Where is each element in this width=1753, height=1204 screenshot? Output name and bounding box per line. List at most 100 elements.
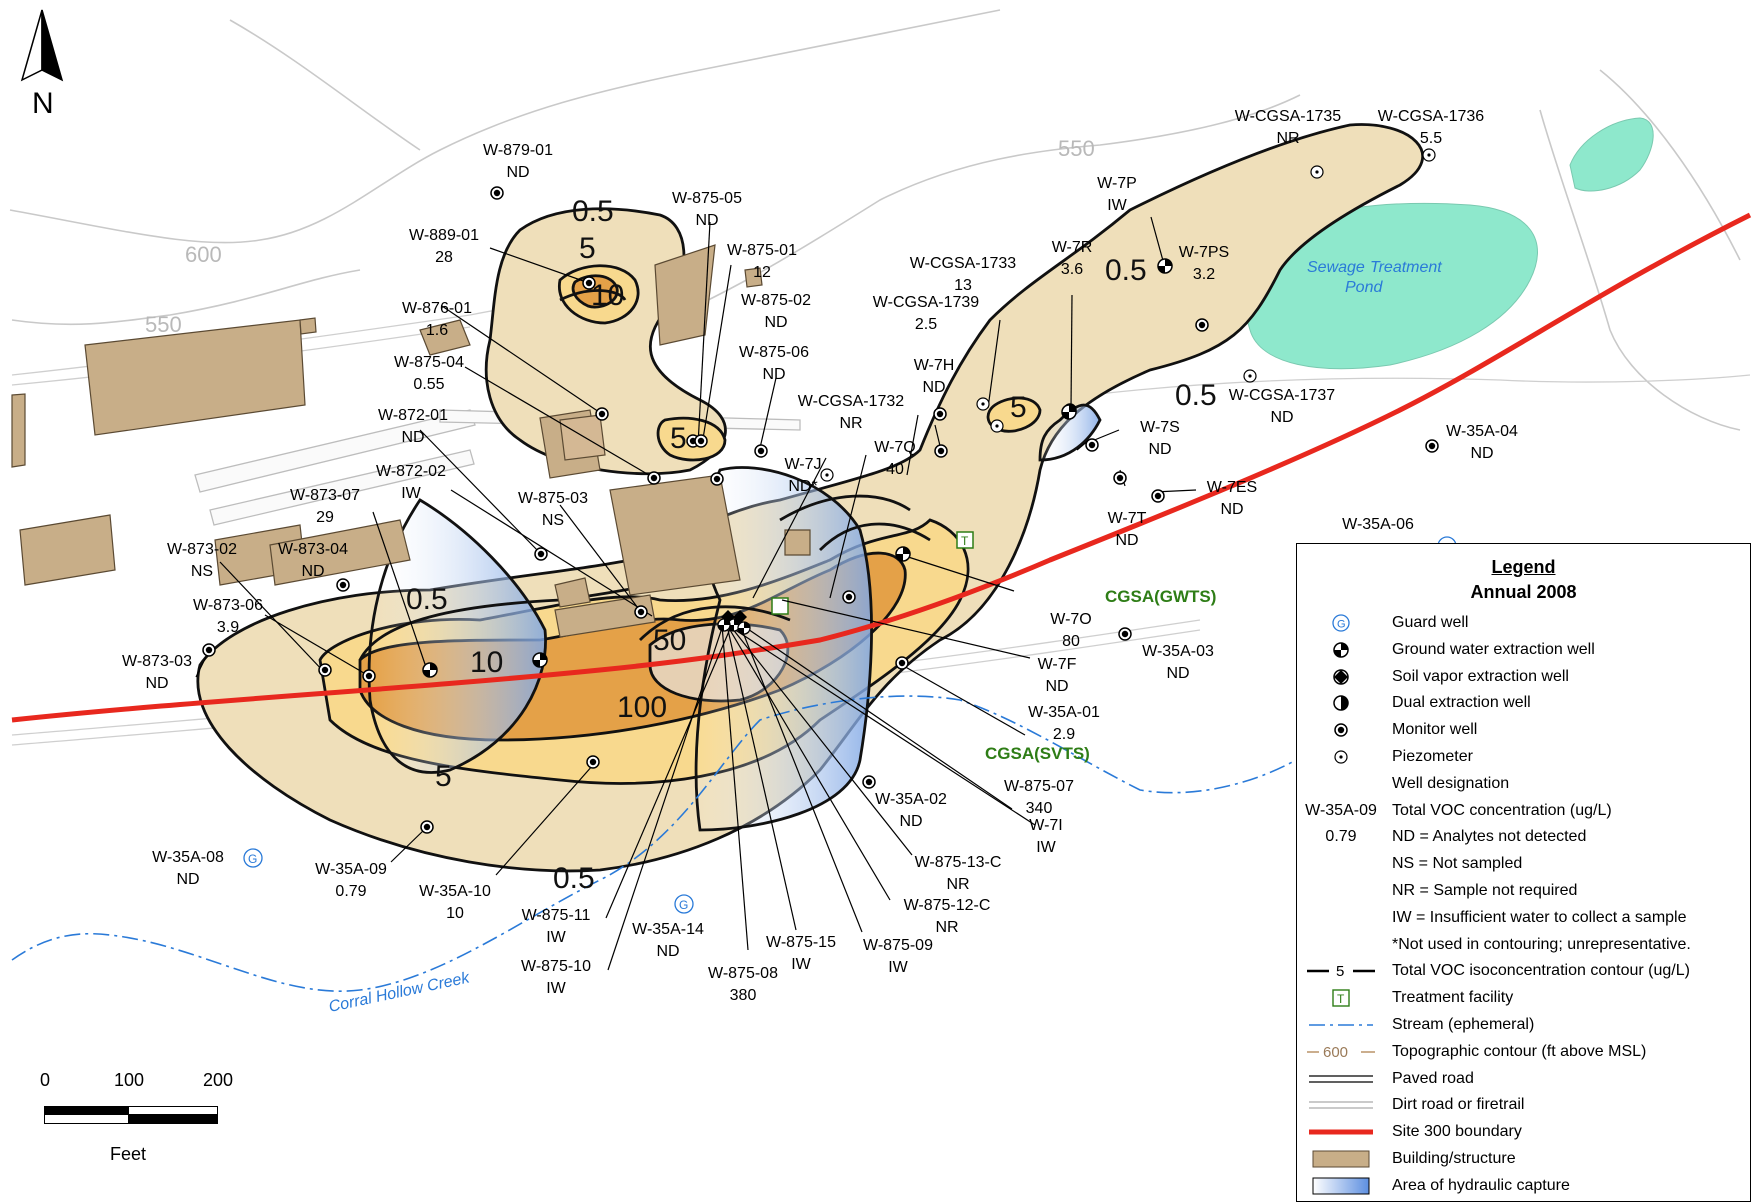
well-value: IW — [1107, 197, 1127, 214]
legend-label: Total VOC isoconcentration contour (ug/L… — [1392, 962, 1690, 980]
legend-row: 600 Topographic contour (ft above MSL) — [1297, 1039, 1750, 1065]
monitor-well-icon — [933, 407, 947, 421]
monitor-well-icon — [934, 444, 948, 458]
well-value: ND — [1148, 441, 1171, 458]
monitor-well-icon — [647, 471, 661, 485]
well-name: W-7P — [1097, 175, 1137, 192]
svg-text:G: G — [248, 852, 257, 866]
gw-extraction-well-icon — [532, 652, 548, 668]
well-value: 5.5 — [1420, 130, 1442, 147]
well-value: 340 — [1026, 800, 1053, 817]
legend-label: IW = Insufficient water to collect a sam… — [1392, 908, 1687, 926]
legend-symbol-text: T — [1337, 992, 1345, 1006]
legend-symbol — [1305, 905, 1377, 931]
legend-row: Paved road — [1297, 1066, 1750, 1092]
monitor-well-icon — [582, 276, 596, 290]
soil-vapor-well-icon — [1305, 664, 1377, 690]
well-name: W-7Q — [874, 439, 915, 456]
monitor-well-icon — [1195, 318, 1209, 332]
well-value: ND — [1220, 501, 1243, 518]
gw-extraction-well-icon — [1157, 258, 1173, 274]
piezometer-icon — [1305, 744, 1377, 770]
legend-row: Well designation — [1297, 771, 1750, 797]
legend-row: NR = Sample not required — [1297, 878, 1750, 904]
well-name: W-CGSA-1735 — [1235, 108, 1342, 125]
well-name: W-875-04 — [394, 354, 464, 371]
legend-label: Soil vapor extraction well — [1392, 667, 1569, 685]
well-value: IW — [546, 929, 566, 946]
gw-extraction-well-icon — [737, 621, 751, 635]
well-value: 10 — [446, 905, 464, 922]
contour-labels: 0.5 5 10 5 0.5 5 0.5 0.5 10 50 100 5 0.5 — [406, 195, 1217, 895]
well-name: W-7I — [1029, 817, 1062, 834]
site-300-boundary — [11, 212, 1752, 723]
well-name: W-35A-02 — [875, 791, 947, 808]
well-value: NR — [839, 415, 862, 432]
scale-bar: 0 100 200 Feet — [40, 1070, 240, 1180]
monitor-well-icon — [1151, 489, 1165, 503]
well-name: W-7PS — [1179, 244, 1229, 261]
monitor-well-icon — [895, 656, 909, 670]
contour-label: 5 — [1010, 391, 1027, 424]
monitor-well-icon — [362, 669, 376, 683]
well-value: ND — [1166, 665, 1189, 682]
gwts-label: CGSA(GWTS) — [1105, 587, 1216, 606]
scale-tick: 100 — [114, 1070, 145, 1090]
monitor-well-icon — [694, 434, 708, 448]
well-name: W-875-01 — [727, 242, 797, 259]
well-value: NS — [542, 512, 564, 529]
well-name: W-7S — [1140, 419, 1180, 436]
well-name: W-35A-06 — [1342, 516, 1414, 533]
well-value: ND — [1470, 445, 1493, 462]
well-value: ND — [1270, 409, 1293, 426]
legend-label: Treatment facility — [1392, 989, 1514, 1007]
legend-label: Site 300 boundary — [1392, 1123, 1522, 1141]
contour-label: 0.5 — [572, 195, 614, 228]
sewage-treatment-pond — [1242, 117, 1654, 370]
well-value: 0.79 — [335, 883, 366, 900]
legend-label: Stream (ephemeral) — [1392, 1016, 1535, 1033]
isoconcentration-contour-icon: 5 — [1305, 958, 1377, 984]
monitor-well-icon — [754, 444, 768, 458]
well-value: ND — [145, 675, 168, 692]
well-labels: W-879-01 ND W-889-01 28 W-875-05 ND W-87… — [122, 108, 1518, 1004]
contour-label: 5 — [435, 760, 452, 793]
gw-extraction-well-icon — [895, 546, 911, 562]
well-value: 380 — [730, 987, 757, 1004]
topo-label-600: 600 — [185, 242, 222, 267]
legend-row: NS = Not sampled — [1297, 851, 1750, 877]
topo-label-550-b: 550 — [1058, 136, 1095, 161]
contour-label: 10 — [591, 279, 624, 312]
well-value: 3.2 — [1193, 266, 1215, 283]
legend-label: Well designation — [1392, 774, 1510, 792]
well-name: W-875-12-C — [904, 897, 991, 914]
legend-row: Piezometer — [1297, 744, 1750, 770]
contour-label: 5 — [670, 422, 687, 455]
scale-tick: 0 — [40, 1070, 51, 1090]
legend-label: Dirt road or firetrail — [1392, 1096, 1525, 1114]
well-value: ND — [506, 164, 529, 181]
legend-row: W-35A-09 Total VOC concentration (ug/L) — [1297, 798, 1750, 824]
well-name: W-875-13-C — [915, 854, 1002, 871]
well-name: W-875-06 — [739, 344, 809, 361]
contour-label: 5 — [579, 232, 596, 265]
monitor-well-icon — [336, 578, 350, 592]
pond-label-3: Pond — [1345, 279, 1383, 296]
well-name: W-875-15 — [766, 934, 836, 951]
buildings — [11, 244, 811, 638]
monitor-well-icon — [842, 590, 856, 604]
legend-title: Legend — [1491, 557, 1556, 577]
well-value: 3.6 — [1061, 261, 1083, 278]
well-value: 29 — [316, 509, 334, 526]
well-value: IW — [888, 959, 908, 976]
well-name: W-35A-14 — [632, 921, 704, 938]
stream-icon — [1305, 1012, 1377, 1038]
well-value: ND — [401, 429, 424, 446]
legend-row: Building/structure — [1297, 1146, 1750, 1172]
well-name: W-875-08 — [708, 965, 778, 982]
well-value: IW — [546, 980, 566, 997]
well-name: W-7H — [914, 357, 955, 374]
contour-label: 0.5 — [553, 862, 595, 895]
monitor-well-icon — [710, 472, 724, 486]
